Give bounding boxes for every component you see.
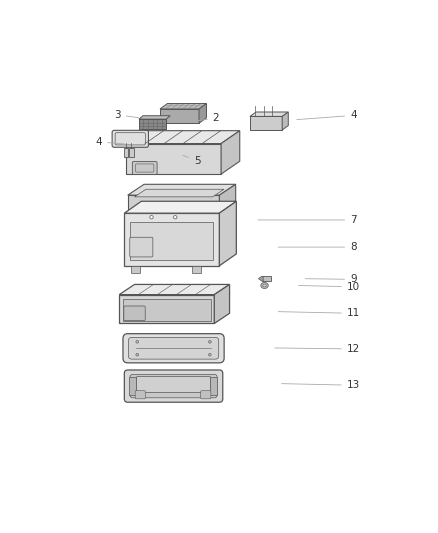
FancyBboxPatch shape	[124, 306, 145, 320]
Polygon shape	[282, 112, 288, 130]
Polygon shape	[131, 222, 213, 260]
Polygon shape	[128, 184, 236, 195]
Text: 7: 7	[258, 215, 357, 225]
Polygon shape	[123, 298, 211, 321]
Polygon shape	[210, 377, 217, 395]
Text: 9: 9	[305, 274, 357, 284]
Polygon shape	[258, 276, 263, 281]
Polygon shape	[134, 189, 224, 197]
Polygon shape	[221, 131, 240, 174]
Polygon shape	[192, 266, 201, 272]
FancyBboxPatch shape	[128, 337, 219, 359]
Text: 3: 3	[114, 110, 138, 120]
FancyBboxPatch shape	[132, 161, 157, 174]
Circle shape	[208, 353, 211, 356]
Polygon shape	[219, 201, 237, 266]
Text: 4: 4	[297, 110, 357, 120]
Polygon shape	[131, 266, 140, 272]
FancyBboxPatch shape	[130, 374, 217, 398]
Text: 12: 12	[275, 344, 360, 354]
Polygon shape	[160, 109, 199, 123]
Circle shape	[208, 341, 211, 343]
Text: 8: 8	[278, 242, 357, 252]
Ellipse shape	[261, 282, 268, 288]
FancyBboxPatch shape	[130, 237, 153, 257]
Polygon shape	[126, 143, 221, 174]
FancyBboxPatch shape	[201, 391, 211, 399]
FancyBboxPatch shape	[123, 334, 224, 363]
Text: 13: 13	[282, 380, 360, 390]
FancyBboxPatch shape	[136, 376, 211, 392]
Text: 11: 11	[278, 308, 360, 318]
Polygon shape	[219, 184, 236, 212]
Polygon shape	[214, 285, 230, 324]
Text: 5: 5	[183, 156, 201, 166]
FancyBboxPatch shape	[112, 131, 148, 147]
Polygon shape	[130, 148, 134, 157]
Ellipse shape	[263, 284, 266, 287]
Circle shape	[136, 353, 138, 356]
Polygon shape	[250, 116, 282, 130]
Text: 10: 10	[299, 282, 360, 292]
Text: 4: 4	[95, 137, 125, 147]
Polygon shape	[250, 112, 288, 116]
Polygon shape	[160, 103, 206, 109]
Circle shape	[136, 341, 138, 343]
Polygon shape	[139, 119, 166, 130]
Polygon shape	[262, 276, 271, 281]
Polygon shape	[126, 131, 240, 143]
Polygon shape	[124, 201, 237, 213]
FancyBboxPatch shape	[124, 370, 223, 402]
Polygon shape	[124, 148, 128, 157]
FancyBboxPatch shape	[135, 391, 145, 399]
Polygon shape	[139, 116, 170, 119]
Circle shape	[173, 215, 177, 219]
Circle shape	[150, 215, 153, 219]
Polygon shape	[124, 213, 219, 266]
Polygon shape	[199, 103, 206, 123]
Polygon shape	[130, 377, 136, 395]
Polygon shape	[119, 285, 230, 295]
Text: 2: 2	[190, 113, 219, 123]
Polygon shape	[128, 195, 219, 212]
Polygon shape	[119, 295, 214, 324]
